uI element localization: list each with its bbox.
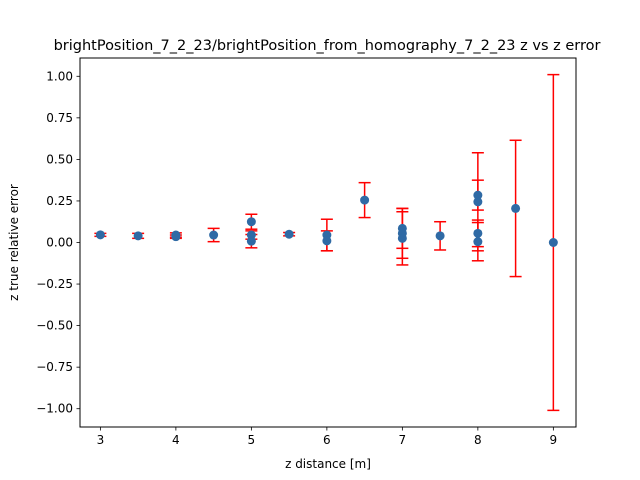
y-tick-label: 0.25 xyxy=(46,194,73,208)
data-point xyxy=(435,231,445,241)
y-tick-label: −1.00 xyxy=(36,402,73,416)
data-point xyxy=(171,232,181,242)
y-tick-label: −0.50 xyxy=(36,319,73,333)
plot-area xyxy=(79,57,577,428)
data-point xyxy=(473,228,483,238)
data-point xyxy=(209,230,219,240)
data-point xyxy=(133,231,143,241)
x-tick-label: 6 xyxy=(323,433,331,447)
x-axis-label: z distance [m] xyxy=(285,457,371,471)
chart-title: brightPosition_7_2_23/brightPosition_fro… xyxy=(54,38,601,54)
x-tick-label: 5 xyxy=(248,433,256,447)
marker-layer xyxy=(95,190,558,247)
y-tick-label: −0.25 xyxy=(36,277,73,291)
data-point xyxy=(284,229,294,239)
x-tick-label: 7 xyxy=(399,433,407,447)
y-tick-label: 0.50 xyxy=(46,152,73,166)
y-axis: −1.00 −0.75 −0.50 −0.25 0.00 0.25 0.50 0.75 1.00 xyxy=(36,69,80,416)
data-point xyxy=(473,237,483,247)
data-point xyxy=(95,230,105,240)
data-point xyxy=(473,190,483,200)
y-tick-label: 0.75 xyxy=(46,111,73,125)
y-tick-label: −0.75 xyxy=(36,360,73,374)
data-point xyxy=(397,233,407,243)
data-point xyxy=(322,236,332,246)
data-point xyxy=(473,197,483,207)
x-tick-label: 9 xyxy=(550,433,558,447)
data-point xyxy=(246,217,256,227)
x-tick-label: 3 xyxy=(97,433,105,447)
data-point xyxy=(246,236,256,246)
y-tick-label: 0.00 xyxy=(46,236,73,250)
data-point xyxy=(548,238,558,247)
x-axis: 3 4 5 6 7 8 9 xyxy=(97,427,558,447)
y-axis-label: z true relative error xyxy=(7,184,21,301)
x-tick-label: 4 xyxy=(172,433,180,447)
y-tick-label: 1.00 xyxy=(46,69,73,83)
data-point xyxy=(360,195,370,205)
data-point xyxy=(511,203,521,213)
data-point xyxy=(246,230,256,240)
x-tick-label: 8 xyxy=(474,433,482,447)
